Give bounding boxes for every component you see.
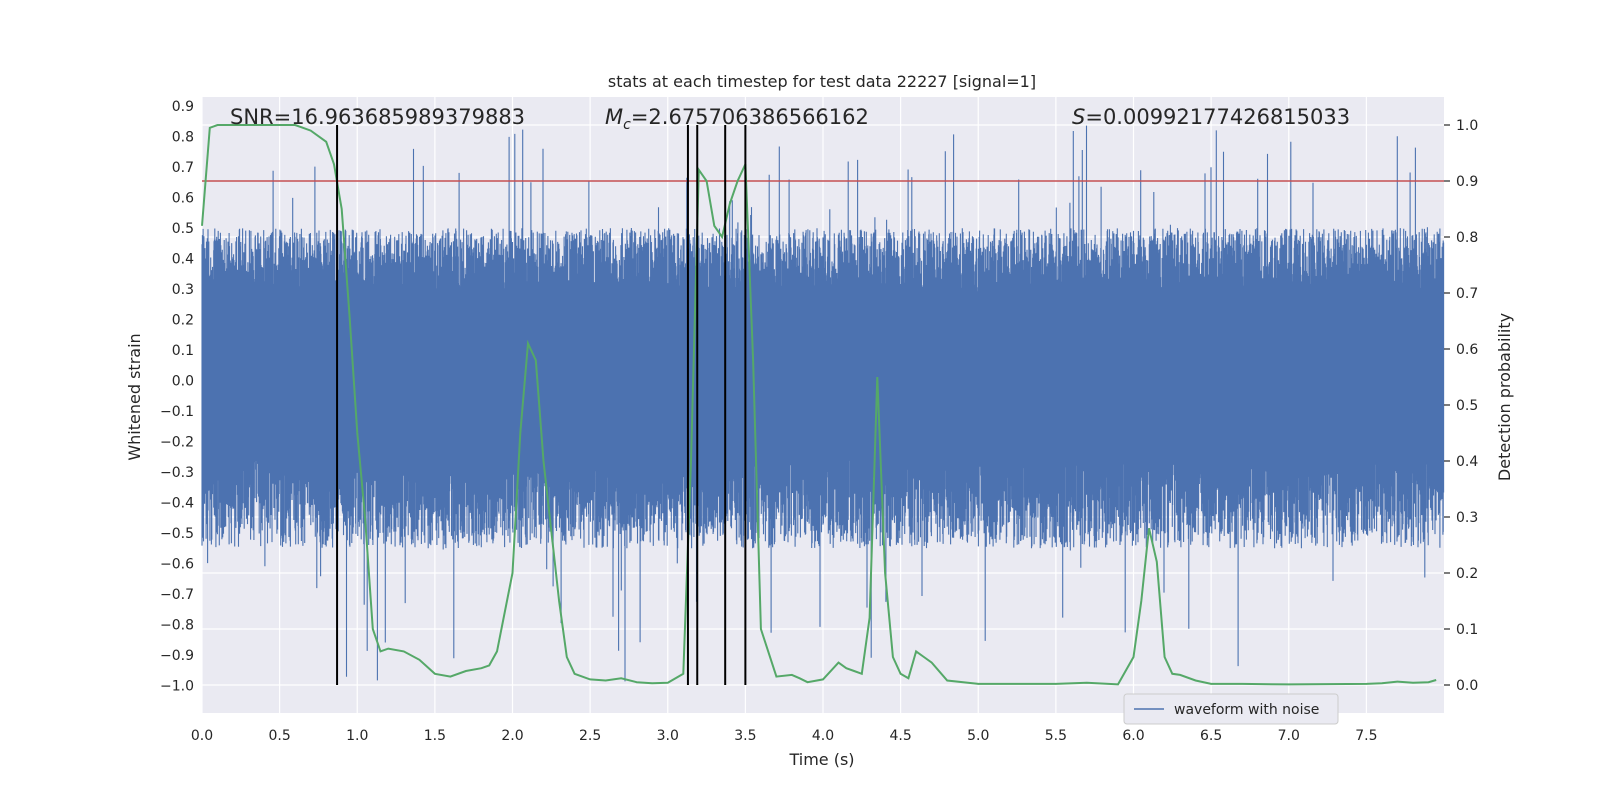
y-right-tick-label: 0.6: [1456, 342, 1478, 358]
x-tick-label: 5.0: [967, 728, 989, 744]
x-tick-label: 2.5: [579, 728, 601, 744]
legend-box: [1123, 693, 1339, 725]
y-right-tick-label: 0.8: [1456, 230, 1478, 246]
y-right-tick-label: 0.7: [1456, 286, 1478, 302]
chart-title: stats at each timestep for test data 222…: [608, 72, 1036, 91]
y-right-tick-label: 0.2: [1456, 566, 1478, 582]
mc-value: =2.675706386566162: [631, 105, 869, 129]
s-value: =0.00992177426815033: [1085, 105, 1350, 129]
x-tick-label: 0.5: [268, 728, 290, 744]
y-right-tick-label: 0.4: [1456, 454, 1478, 470]
y-right-tick-label: 0.1: [1456, 622, 1478, 638]
y-right-tick-label: 0.3: [1456, 510, 1478, 526]
s-symbol: S: [1072, 105, 1085, 129]
y-left-tick-label: −0.8: [160, 618, 194, 634]
y-right-tick-label: 0.0: [1456, 678, 1478, 694]
y-left-tick-label: 0.4: [172, 252, 194, 268]
y-left-tick-label: −0.9: [160, 648, 194, 664]
x-tick-label: 4.5: [889, 728, 911, 744]
vertical-markers: [336, 125, 747, 685]
x-tick-label: 0.0: [191, 728, 213, 744]
y-right-tick-label: 0.5: [1456, 398, 1478, 414]
y-right-axis-label: Detection probability: [1495, 313, 1514, 481]
y-left-tick-label: 0.9: [172, 99, 194, 115]
snr-annotation: SNR=16.963685989379883: [230, 105, 525, 129]
mc-annotation: Mc=2.675706386566162: [605, 105, 869, 133]
x-tick-label: 7.0: [1278, 728, 1300, 744]
x-tick-label: 7.5: [1355, 728, 1377, 744]
x-tick-label: 6.0: [1122, 728, 1144, 744]
probability-series: [201, 124, 1437, 686]
legend-label: waveform with noise: [1174, 702, 1319, 718]
y-left-tick-label: 0.6: [172, 191, 194, 207]
y-left-tick-label: −0.1: [160, 404, 194, 420]
x-tick-label: 3.5: [734, 728, 756, 744]
y-right-axis-ticks: 1.0 0.9 0.8 0.7 0.6 0.5 0.4 0.3 0.2 0.1 0.0: [1444, 118, 1478, 694]
y-left-tick-label: 0.2: [172, 313, 194, 329]
y-left-tick-label: −0.5: [160, 526, 194, 542]
mc-symbol: M: [605, 105, 623, 129]
x-tick-label: 1.5: [424, 728, 446, 744]
y-left-tick-label: −0.3: [160, 465, 194, 481]
s-annotation: S=0.00992177426815033: [1072, 105, 1350, 129]
y-left-tick-label: 0.1: [172, 343, 194, 359]
x-tick-label: 5.5: [1045, 728, 1067, 744]
x-tick-label: 2.0: [501, 728, 523, 744]
y-left-tick-label: −0.6: [160, 557, 194, 573]
y-left-tick-label: 0.8: [172, 130, 194, 146]
y-right-tick-label: 0.9: [1456, 174, 1478, 190]
waveform-series: [201, 125, 1445, 682]
y-left-tick-label: 0.7: [172, 160, 194, 176]
legend: waveform with noise: [1123, 693, 1339, 725]
y-left-tick-label: −1.0: [160, 679, 194, 695]
y-left-tick-label: 0.3: [172, 282, 194, 298]
mc-subscript: c: [623, 117, 631, 133]
y-left-axis-ticks: 0.9 0.8 0.7 0.6 0.5 0.4 0.3 0.2 0.1 0.0 −0.1 −0.2 −0…: [160, 99, 194, 694]
y-left-tick-label: −0.2: [160, 435, 194, 451]
y-left-tick-label: 0.5: [172, 221, 194, 237]
y-right-tick-label: 1.0: [1456, 118, 1478, 134]
x-tick-label: 6.5: [1200, 728, 1222, 744]
x-tick-label: 3.0: [657, 728, 679, 744]
x-tick-label: 4.0: [812, 728, 834, 744]
y-left-tick-label: −0.4: [160, 496, 194, 512]
y-left-tick-label: 0.0: [172, 374, 194, 390]
probability-line: [201, 124, 1437, 686]
y-left-axis-label: Whitened strain: [125, 333, 144, 460]
x-axis-ticks: 0.0 0.5 1.0 1.5 2.0 2.5 3.0 3.5 4.0 4.5 5.0 5.5 6.0 6…: [191, 728, 1378, 744]
x-tick-label: 1.0: [346, 728, 368, 744]
y-left-tick-label: −0.7: [160, 587, 194, 603]
x-axis-label: Time (s): [788, 750, 854, 769]
